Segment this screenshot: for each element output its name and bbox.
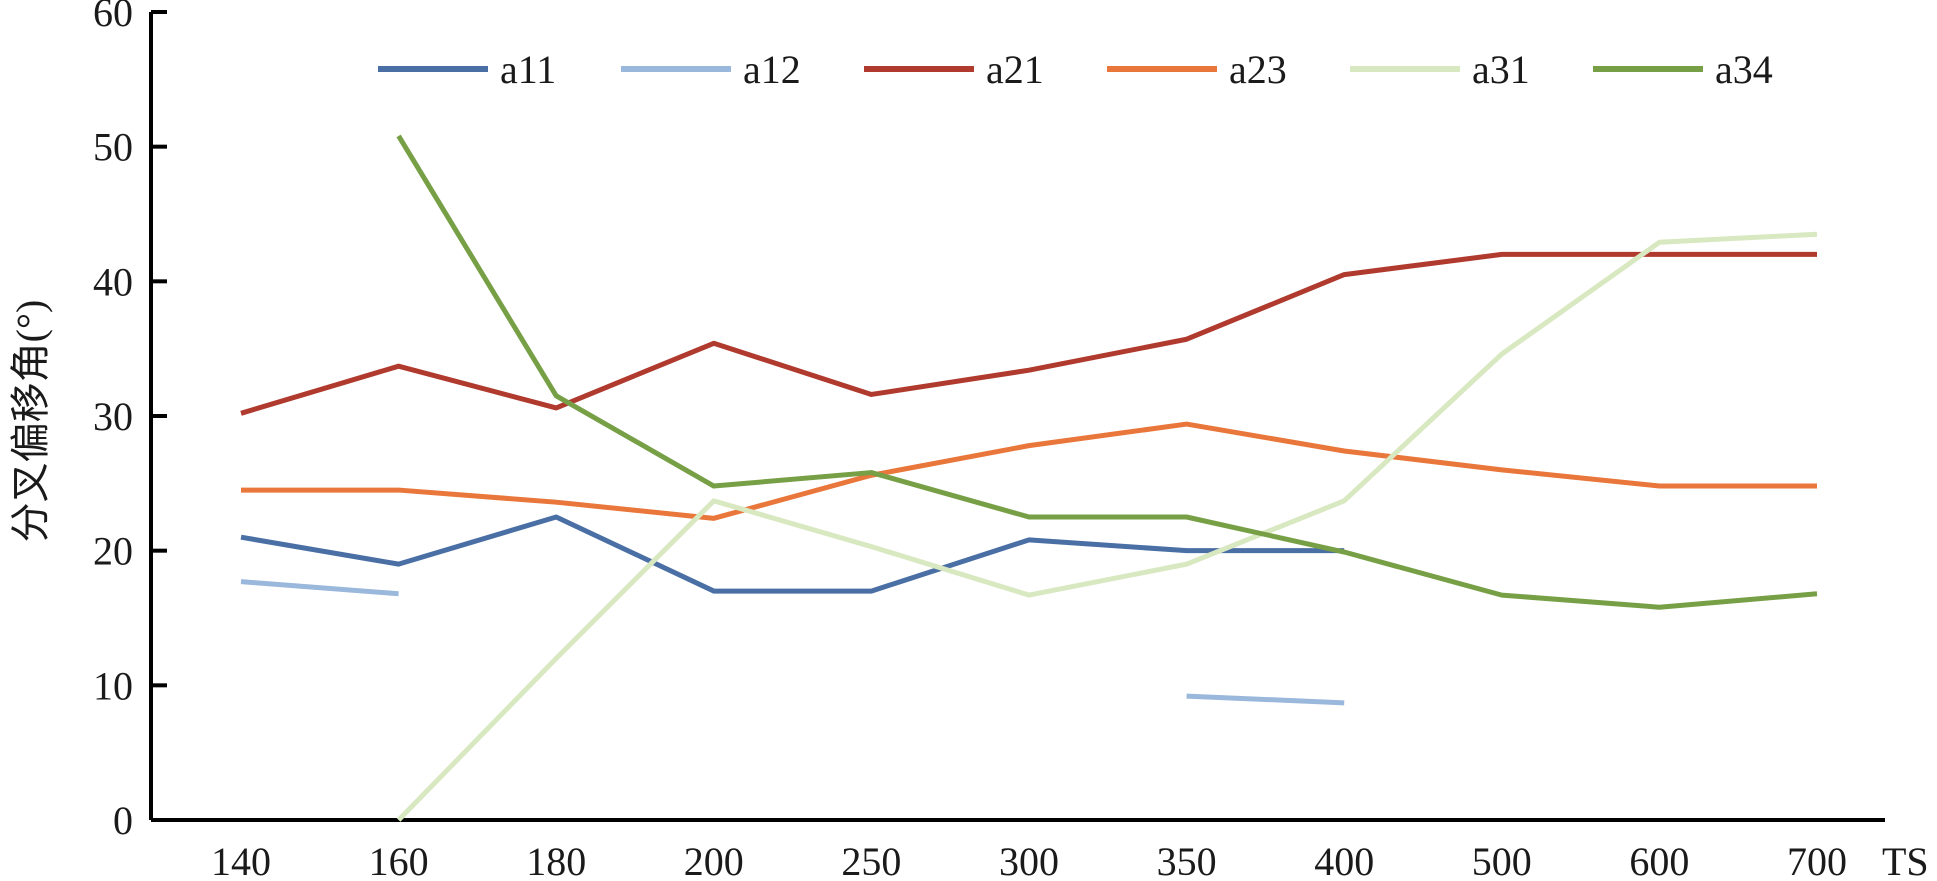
x-tick-labels: 140 160 180 200 250 300 350 400 500 600 700	[211, 839, 1847, 881]
x-tick-label: 140	[211, 839, 271, 881]
legend-label-a31: a31	[1472, 47, 1530, 92]
series-line-a21	[240, 251, 1817, 416]
y-tick-label: 10	[93, 663, 133, 708]
x-tick-label: 300	[999, 839, 1059, 881]
series-line-a23	[241, 421, 1817, 521]
plot-area: 0 10 20 30 40 50 60 140 160 180 200 250 300 350 400 50…	[93, 0, 1885, 881]
x-tick-label: 500	[1472, 839, 1532, 881]
x-tick-label: 700	[1787, 839, 1847, 881]
series-line-a11	[240, 514, 1345, 594]
x-tick-label: 200	[684, 839, 744, 881]
y-tick-label: 20	[93, 529, 133, 574]
series-lines	[240, 134, 1818, 822]
series-line-a34	[396, 134, 1818, 610]
series-line-a12	[240, 579, 399, 597]
legend: a11 a12 a21 a23 a31 a34	[378, 47, 1773, 92]
x-tick-label: 160	[369, 839, 429, 881]
legend-label-a21: a21	[986, 47, 1044, 92]
x-tick-label: 400	[1314, 839, 1374, 881]
y-tick-label: 30	[93, 394, 133, 439]
series-line-a12	[1186, 693, 1345, 706]
legend-label-a23: a23	[1229, 47, 1287, 92]
y-axis-title: 分叉偏移角(°)	[8, 300, 53, 543]
y-tick-label: 0	[113, 798, 133, 843]
x-tick-label: 180	[526, 839, 586, 881]
legend-label-a11: a11	[500, 47, 556, 92]
y-ticks: 0 10 20 30 40 50 60	[93, 0, 167, 843]
series-line-a31	[396, 231, 1818, 822]
y-tick-label: 40	[93, 259, 133, 304]
x-tick-label: 250	[841, 839, 901, 881]
y-tick-label: 50	[93, 125, 133, 170]
y-tick-label: 60	[93, 0, 133, 35]
legend-label-a12: a12	[743, 47, 801, 92]
x-axis-title: TS	[1882, 839, 1929, 881]
x-tick-label: 350	[1157, 839, 1217, 881]
x-tick-label: 600	[1629, 839, 1689, 881]
legend-label-a34: a34	[1715, 47, 1773, 92]
